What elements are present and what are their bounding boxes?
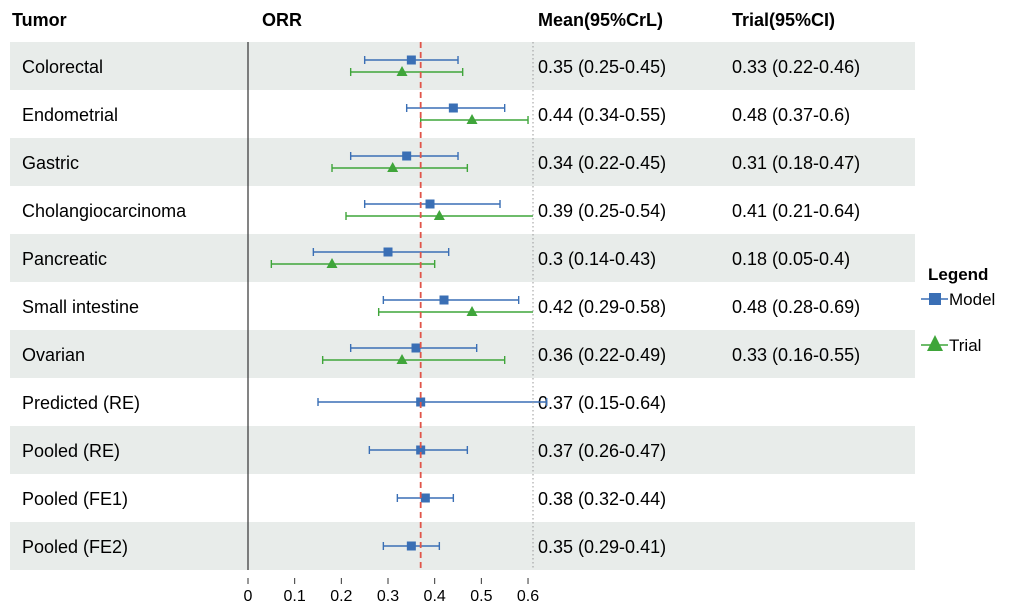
trial-point (326, 258, 338, 268)
legend-trial-label: Trial (949, 336, 981, 355)
tumor-label: Pooled (FE1) (22, 489, 128, 509)
mean-ci-text: 0.37 (0.15-0.64) (538, 393, 666, 413)
mean-ci-text: 0.35 (0.29-0.41) (538, 537, 666, 557)
header-orr: ORR (262, 10, 302, 30)
trial-point (387, 162, 399, 172)
tumor-label: Pooled (FE2) (22, 537, 128, 557)
model-point (406, 55, 416, 65)
legend-model-label: Model (949, 290, 995, 309)
mean-ci-text: 0.36 (0.22-0.49) (538, 345, 666, 365)
header-mean: Mean(95%CrL) (538, 10, 663, 30)
tumor-label: Small intestine (22, 297, 139, 317)
plot-area (270, 42, 548, 570)
model-point (439, 295, 449, 305)
mean-ci-text: 0.34 (0.22-0.45) (538, 153, 666, 173)
model-point (383, 247, 393, 257)
mean-ci-text: 0.35 (0.25-0.45) (538, 57, 666, 77)
trial-point (396, 354, 408, 364)
x-axis: 0 0.1 0.2 0.3 0.4 0.5 0.6 (244, 42, 539, 605)
header-trial: Trial(95%CI) (732, 10, 835, 30)
row-stripe (10, 522, 915, 570)
tumor-label: Pooled (RE) (22, 441, 120, 461)
trial-ci-text: 0.48 (0.28-0.69) (732, 297, 860, 317)
row-stripe (10, 138, 915, 186)
model-point (402, 151, 412, 161)
tumor-label: Pancreatic (22, 249, 107, 269)
tumor-label: Ovarian (22, 345, 85, 365)
row-stripe (10, 330, 915, 378)
model-point (448, 103, 458, 113)
mean-ci-text: 0.37 (0.26-0.47) (538, 441, 666, 461)
row-stripe (10, 234, 915, 282)
trial-ci-text: 0.18 (0.05-0.4) (732, 249, 850, 269)
trial-ci-text: 0.41 (0.21-0.64) (732, 201, 860, 221)
trial-ci-text: 0.48 (0.37-0.6) (732, 105, 850, 125)
row-labels: Colorectal 0.35 (0.25-0.45) 0.33 (0.22-0.4… (22, 57, 860, 557)
trial-point (433, 210, 445, 220)
header-tumor: Tumor (12, 10, 67, 30)
trial-point (466, 114, 478, 124)
x-tick-label: 0.3 (377, 588, 399, 605)
trial-point (466, 306, 478, 316)
mean-ci-text: 0.42 (0.29-0.58) (538, 297, 666, 317)
model-point (425, 199, 435, 209)
legend-title: Legend (928, 265, 988, 284)
tumor-label: Gastric (22, 153, 79, 173)
x-tick-label: 0.2 (330, 588, 352, 605)
mean-ci-text: 0.38 (0.32-0.44) (538, 489, 666, 509)
x-tick-label: 0.1 (284, 588, 306, 605)
tumor-label: Predicted (RE) (22, 393, 140, 413)
trial-ci-text: 0.33 (0.16-0.55) (732, 345, 860, 365)
x-tick-label: 0.6 (517, 588, 539, 605)
model-point (411, 343, 421, 353)
tumor-label: Endometrial (22, 105, 118, 125)
mean-ci-text: 0.44 (0.34-0.55) (538, 105, 666, 125)
legend: Legend Model Trial (921, 265, 995, 355)
row-stripe (10, 42, 915, 90)
x-tick-label: 0 (244, 588, 253, 605)
model-point (416, 445, 426, 455)
x-tick-label: 0.5 (470, 588, 492, 605)
trial-ci-text: 0.33 (0.22-0.46) (732, 57, 860, 77)
trial-point (396, 66, 408, 76)
model-point (420, 493, 430, 503)
legend-trial-triangle-icon (927, 335, 943, 351)
tumor-label: Colorectal (22, 57, 103, 77)
trial-ci-text: 0.31 (0.18-0.47) (732, 153, 860, 173)
legend-model-square-icon (929, 293, 941, 305)
model-point (406, 541, 416, 551)
mean-ci-text: 0.3 (0.14-0.43) (538, 249, 656, 269)
x-tick-label: 0.4 (424, 588, 446, 605)
tumor-label: Cholangiocarcinoma (22, 201, 187, 221)
mean-ci-text: 0.39 (0.25-0.54) (538, 201, 666, 221)
